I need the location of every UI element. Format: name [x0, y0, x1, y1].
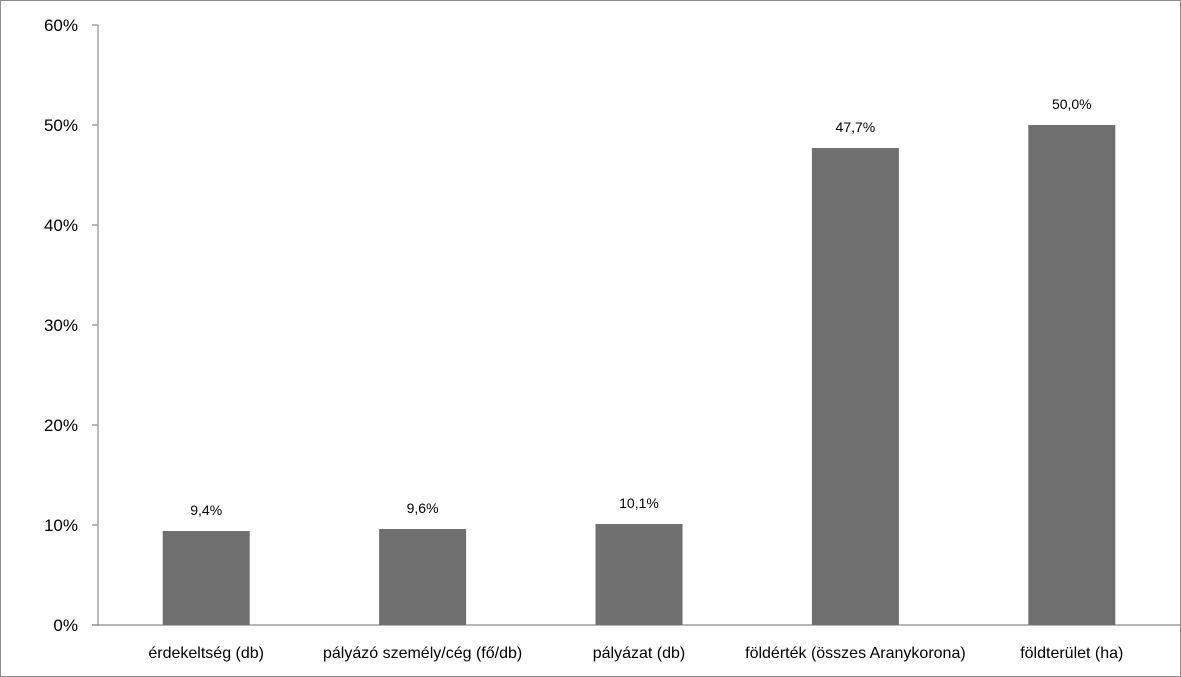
y-tick-label: 30%: [44, 316, 78, 335]
x-category-label: földérték (összes Aranykorona): [745, 645, 966, 662]
bar: [595, 524, 683, 625]
bar: [379, 529, 467, 625]
x-category-label: pályázat (db): [593, 645, 686, 662]
x-category-label: pályázó személy/cég (fő/db): [323, 645, 522, 662]
y-tick-label: 0%: [53, 616, 78, 635]
bar: [1028, 125, 1116, 625]
bar: [811, 148, 899, 625]
data-label: 9,4%: [190, 502, 222, 518]
y-tick-label: 10%: [44, 516, 78, 535]
x-category-label: földterület (ha): [1020, 645, 1123, 662]
y-tick-label: 40%: [44, 216, 78, 235]
y-tick-label: 20%: [44, 416, 78, 435]
x-category-label: érdekeltség (db): [148, 645, 264, 662]
y-tick-label: 50%: [44, 116, 78, 135]
data-label: 50,0%: [1052, 96, 1092, 112]
data-label: 47,7%: [836, 119, 876, 135]
data-label: 9,6%: [407, 500, 439, 516]
data-label: 10,1%: [619, 495, 659, 511]
y-tick-label: 60%: [44, 16, 78, 35]
bar: [162, 531, 250, 625]
